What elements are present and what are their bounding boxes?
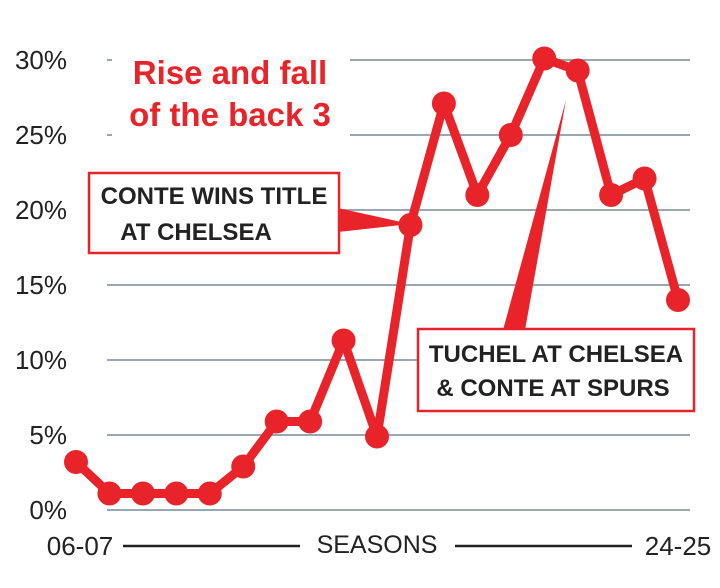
data-point bbox=[97, 481, 122, 506]
annotation-1-line-2: AT CHELSEA bbox=[120, 219, 272, 246]
data-point bbox=[498, 123, 523, 147]
y-tick-label: 0% bbox=[29, 495, 67, 525]
y-tick-label: 30% bbox=[15, 45, 67, 75]
annotation-1-pointer bbox=[338, 208, 410, 232]
y-tick-label: 25% bbox=[15, 120, 67, 150]
data-point bbox=[632, 166, 657, 191]
y-tick-label: 15% bbox=[15, 270, 67, 300]
data-point bbox=[565, 58, 590, 83]
annotation-tuchel-conte: TUCHEL AT CHELSEA & CONTE AT SPURS bbox=[416, 327, 696, 413]
data-point bbox=[197, 481, 222, 506]
x-start-label: 06-07 bbox=[47, 531, 114, 561]
chart-title-line-1: Rise and fall bbox=[133, 54, 327, 91]
data-point bbox=[532, 46, 557, 71]
data-point bbox=[164, 481, 189, 506]
chart-title-line-2: of the back 3 bbox=[129, 96, 331, 133]
annotation-2-line-1: TUCHEL AT CHELSEA bbox=[429, 341, 683, 368]
chart-title: Rise and fall of the back 3 bbox=[112, 50, 350, 140]
y-axis-ticks: 0% 5% 10% 15% 20% 25% 30% bbox=[15, 45, 67, 525]
annotation-2-line-2: & CONTE AT SPURS bbox=[436, 375, 669, 402]
data-point bbox=[431, 91, 456, 116]
data-point-layer bbox=[64, 46, 690, 506]
data-point bbox=[666, 288, 690, 312]
data-point bbox=[264, 409, 289, 434]
data-point bbox=[331, 328, 356, 353]
annotation-2-pointer bbox=[503, 100, 566, 330]
y-tick-label: 5% bbox=[29, 420, 67, 450]
x-axis: 06-07 SEASONS 24-25 bbox=[47, 531, 712, 561]
annotation-conte-title: CONTE WINS TITLE AT CHELSEA bbox=[87, 171, 341, 255]
x-end-label: 24-25 bbox=[645, 531, 712, 561]
y-tick-label: 10% bbox=[15, 345, 67, 375]
data-point bbox=[365, 424, 389, 449]
data-point bbox=[465, 183, 490, 207]
data-point bbox=[298, 409, 323, 434]
annotation-1-line-1: CONTE WINS TITLE bbox=[101, 183, 328, 210]
data-point bbox=[64, 450, 88, 474]
data-point bbox=[231, 454, 256, 479]
data-point bbox=[130, 481, 155, 506]
data-point bbox=[398, 213, 423, 237]
y-tick-label: 20% bbox=[15, 195, 67, 225]
data-point bbox=[599, 183, 624, 207]
x-axis-label: SEASONS bbox=[317, 531, 438, 559]
